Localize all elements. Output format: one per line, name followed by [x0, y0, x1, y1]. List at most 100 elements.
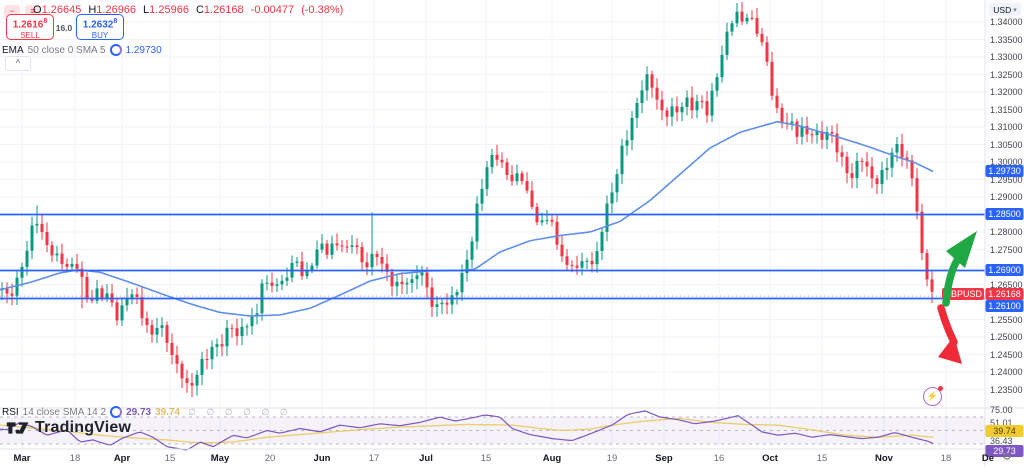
- rsi-line: [0, 410, 934, 451]
- ema-50-line: [0, 120, 934, 317]
- lightning-icon: ⚡: [926, 391, 939, 401]
- time-axis-labels: Mar 18 Apr 15 May 20 Jun 17 Jul 15 Aug 19 Sep 16 Oct 15…: [14, 453, 995, 464]
- ohlc-label: L: [143, 4, 150, 16]
- buy-price: 1.2632: [82, 19, 114, 31]
- ohlc-readout: O 1.26645 H 1.26966 L 1.25966 C 1.26168 -0.0047…: [33, 4, 343, 16]
- ohlc-label: H: [88, 4, 97, 16]
- buy-button[interactable]: 1.26328 BUY: [76, 14, 124, 40]
- symbol-price-tag: [942, 288, 984, 300]
- ema-indicator-name: EMA: [2, 44, 24, 56]
- svg-text:1.32500: 1.32500: [990, 70, 1023, 80]
- svg-text:1.26100: 1.26100: [988, 301, 1021, 311]
- svg-text:Jul: Jul: [419, 453, 433, 464]
- rsi-ma-value: 39.74: [155, 406, 181, 418]
- ema-indicator-params: 50 close 0 SMA 5: [27, 44, 106, 56]
- svg-text:Apr: Apr: [114, 453, 131, 464]
- spread-value: 16.0: [55, 23, 73, 33]
- svg-text:16: 16: [714, 453, 725, 464]
- rsi-indicator-params: 14 close SMA 14 2: [22, 406, 107, 418]
- collapse-legend-button[interactable]: ^: [5, 56, 31, 71]
- sell-label: SELL: [20, 31, 40, 41]
- svg-text:GBPUSD: GBPUSD: [944, 289, 983, 299]
- svg-text:1.28000: 1.28000: [990, 227, 1023, 237]
- currency-label: USD: [993, 4, 1012, 15]
- scenario-arrows[interactable]: [937, 231, 977, 364]
- price-change-percent: (-0.38%): [301, 4, 344, 16]
- svg-text:29.73: 29.73: [993, 446, 1016, 456]
- svg-text:39.74: 39.74: [993, 426, 1016, 436]
- axis-settings-gear-icon[interactable]: ⚙: [1002, 451, 1012, 463]
- svg-text:1.31000: 1.31000: [990, 122, 1023, 132]
- support-resistance-lines[interactable]: [0, 213, 985, 300]
- ema-indicator-row[interactable]: EMA 50 close 0 SMA 5 1.29730: [2, 44, 162, 56]
- svg-text:18: 18: [941, 453, 952, 464]
- svg-text:18: 18: [70, 453, 81, 464]
- buy-price-pips: 8: [113, 18, 118, 25]
- rsi-band: [0, 416, 985, 445]
- svg-text:1.24500: 1.24500: [990, 350, 1023, 360]
- svg-text:15: 15: [817, 453, 828, 464]
- svg-text:1.26900: 1.26900: [988, 265, 1021, 275]
- svg-text:May: May: [211, 453, 230, 464]
- sell-price-pips: 8: [43, 18, 48, 25]
- svg-text:1.26168: 1.26168: [988, 289, 1021, 299]
- svg-text:1.26500: 1.26500: [990, 280, 1023, 290]
- svg-text:17: 17: [369, 453, 380, 464]
- ema-indicator-value: 1.29730: [125, 44, 162, 56]
- tradingview-watermark-text: TradingView: [35, 419, 132, 436]
- ohlc-label: O: [33, 4, 42, 16]
- svg-text:1.29000: 1.29000: [990, 192, 1023, 202]
- svg-text:1.23500: 1.23500: [990, 385, 1023, 395]
- rsi-indicator-name: RSI: [2, 406, 19, 418]
- svg-text:1.25500: 1.25500: [990, 315, 1023, 325]
- svg-text:1.28500: 1.28500: [988, 209, 1021, 219]
- ohlc-value: 1.26966: [96, 4, 137, 16]
- svg-text:1.31500: 1.31500: [990, 105, 1023, 115]
- gridlines: [0, 0, 989, 449]
- svg-text:36.43: 36.43: [990, 436, 1013, 446]
- svg-text:1.25000: 1.25000: [990, 332, 1023, 342]
- svg-text:1.30500: 1.30500: [990, 140, 1023, 150]
- notification-dot: [938, 386, 943, 391]
- down-arrow-head: [938, 336, 962, 364]
- svg-text:1.33500: 1.33500: [990, 35, 1023, 45]
- svg-text:Oct: Oct: [762, 453, 779, 464]
- svg-text:De: De: [982, 453, 994, 464]
- svg-text:Nov: Nov: [875, 453, 894, 464]
- sell-button[interactable]: 1.26168 SELL: [6, 14, 54, 40]
- svg-text:1.32000: 1.32000: [990, 87, 1023, 97]
- svg-text:1.30000: 1.30000: [990, 157, 1023, 167]
- svg-text:1.33000: 1.33000: [990, 52, 1023, 62]
- price-axis-labels: 1.34000 1.33500 1.33000 1.32500 1.32000 1.315…: [990, 17, 1023, 395]
- price-change: -0.00477: [250, 4, 295, 16]
- rsi-loading-icon: [110, 406, 123, 418]
- chevron-down-icon: ▾: [1013, 6, 1017, 14]
- ohlc-value: 1.26168: [203, 4, 244, 16]
- empty-value-icons: ∅ ∅ ∅ ∅ ∅ ∅: [188, 406, 292, 417]
- ohlc-label: C: [195, 4, 204, 16]
- indicator-loading-icon: [109, 44, 122, 56]
- ohlc-value: 1.26645: [41, 4, 82, 16]
- svg-text:1.27500: 1.27500: [990, 245, 1023, 255]
- svg-text:Aug: Aug: [543, 453, 562, 464]
- price-axis-badges: 1.29730 1.28500 1.26900 GBPUSD 1.26168 1.2610…: [942, 165, 1024, 312]
- currency-axis-selector[interactable]: USD ▾: [989, 3, 1021, 16]
- rsi-indicator-row[interactable]: RSI 14 close SMA 14 2 29.73 39.74 ∅ ∅ ∅ …: [2, 406, 292, 418]
- rsi-value: 29.73: [126, 406, 152, 418]
- svg-text:15: 15: [165, 453, 176, 464]
- tradingview-watermark: TradingView: [6, 419, 131, 437]
- quick-alert-flash-icon[interactable]: ⚡: [923, 386, 943, 406]
- svg-text:1.24000: 1.24000: [990, 367, 1023, 377]
- svg-text:Sep: Sep: [655, 453, 673, 464]
- svg-text:15: 15: [481, 453, 492, 464]
- tradingview-logo-icon: [6, 422, 29, 434]
- candlesticks: [0, 2, 934, 398]
- ohlc-value: 1.25966: [149, 4, 189, 16]
- up-arrow-head: [946, 231, 977, 268]
- svg-text:1.34000: 1.34000: [990, 17, 1023, 27]
- svg-text:Jun: Jun: [314, 453, 331, 464]
- svg-text:51.01: 51.01: [990, 418, 1013, 428]
